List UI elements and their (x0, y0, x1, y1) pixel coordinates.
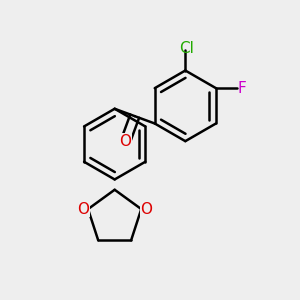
Text: O: O (141, 202, 153, 217)
Text: Cl: Cl (179, 41, 194, 56)
Text: O: O (77, 202, 89, 217)
Text: O: O (120, 134, 132, 148)
Text: F: F (238, 81, 246, 96)
